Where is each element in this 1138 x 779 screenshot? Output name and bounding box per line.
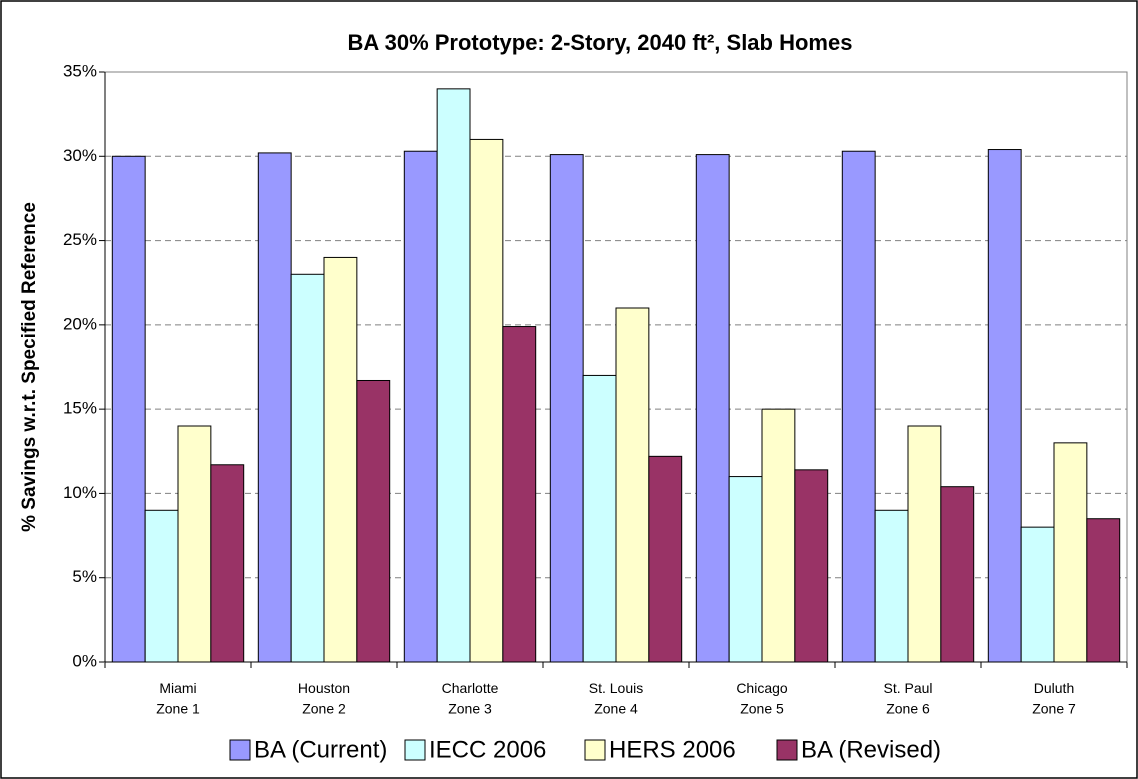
bar <box>1020 526 1055 663</box>
x-tick-label: St. Louis Zone 4 <box>589 680 643 716</box>
bar <box>874 509 909 663</box>
bar <box>323 256 358 663</box>
bar <box>502 326 537 663</box>
bar <box>469 138 504 663</box>
y-tick-label: 30% <box>63 146 97 165</box>
bar <box>761 408 796 663</box>
legend-swatch <box>229 739 251 761</box>
bar <box>257 152 292 663</box>
bar <box>356 379 391 663</box>
bar <box>210 464 245 663</box>
bar <box>907 425 942 663</box>
bar <box>582 374 617 663</box>
bar <box>615 307 650 663</box>
bar <box>549 154 584 663</box>
legend-swatch <box>776 739 798 761</box>
x-tick-label: Duluth Zone 7 <box>1032 680 1076 716</box>
bar <box>648 455 683 663</box>
legend-swatch <box>404 739 426 761</box>
bar <box>728 476 763 663</box>
y-tick-label: 10% <box>63 483 97 502</box>
bar <box>695 154 730 663</box>
y-axis-label: % Savings w.r.t. Specified Reference <box>19 202 40 532</box>
bar <box>1086 518 1121 663</box>
legend-label: BA (Current) <box>254 736 387 763</box>
legend-label: IECC 2006 <box>429 736 546 763</box>
bar <box>111 155 146 663</box>
x-tick-label: Houston Zone 2 <box>298 680 350 716</box>
bar <box>177 425 212 663</box>
legend-swatch <box>584 739 606 761</box>
bar <box>290 273 325 663</box>
y-tick-label: 15% <box>63 399 97 418</box>
bar <box>794 469 829 663</box>
x-tick-label: Chicago Zone 5 <box>736 680 788 716</box>
bar <box>841 150 876 663</box>
bar <box>403 150 438 663</box>
legend-label: BA (Revised) <box>801 736 941 763</box>
y-tick-label: 0% <box>72 651 97 670</box>
y-tick-label: 5% <box>72 567 97 586</box>
bar <box>144 509 179 663</box>
y-tick-label: 35% <box>63 61 97 80</box>
y-tick-label: 20% <box>63 314 97 333</box>
x-tick-label: St. Paul Zone 6 <box>883 680 932 716</box>
legend-label: HERS 2006 <box>609 736 736 763</box>
bar <box>940 486 975 663</box>
chart-title: BA 30% Prototype: 2-Story, 2040 ft², Sla… <box>348 30 853 55</box>
bar <box>1053 442 1088 663</box>
bar <box>436 88 471 663</box>
x-tick-label: Charlotte Zone 3 <box>442 680 499 716</box>
y-tick-label: 25% <box>63 230 97 249</box>
bar <box>987 149 1022 663</box>
x-tick-label: Miami Zone 1 <box>156 680 200 716</box>
